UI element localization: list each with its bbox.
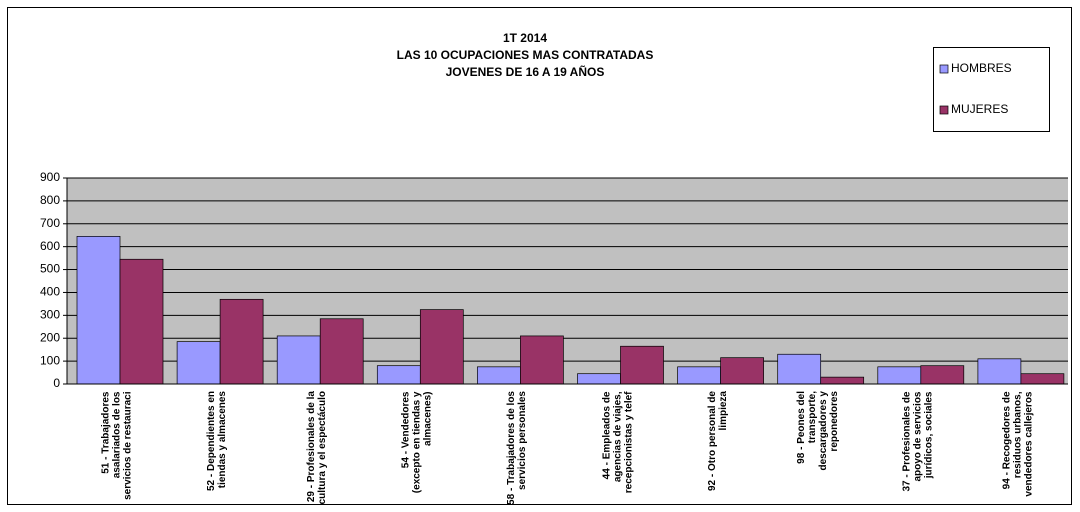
y-tick-label: 0 bbox=[53, 376, 60, 390]
bar bbox=[76, 236, 121, 385]
y-tick-label: 200 bbox=[40, 330, 60, 344]
y-tick-label: 700 bbox=[40, 216, 60, 230]
x-tick-label: 92 - Otro personal de limpieza bbox=[706, 391, 729, 492]
x-tick-label-box: 44 - Empleados de agencias de viajes, re… bbox=[568, 390, 668, 510]
bar bbox=[419, 309, 464, 385]
x-tick-label: 98 - Peones del transporte, descargadore… bbox=[795, 391, 840, 471]
bar bbox=[176, 341, 221, 385]
legend-swatch bbox=[939, 105, 949, 115]
bar bbox=[520, 335, 564, 385]
bar bbox=[977, 358, 1022, 385]
bar bbox=[920, 365, 965, 385]
x-tick-label-box: 29 - Profesionales de la cultura y el es… bbox=[267, 390, 367, 510]
chart-title: LAS 10 OCUPACIONES MAS CONTRATADAS bbox=[397, 48, 654, 62]
bar bbox=[376, 365, 421, 385]
x-tick-label-box: 98 - Peones del transporte, descargadore… bbox=[768, 390, 868, 510]
bar bbox=[620, 345, 664, 385]
x-tick-label: 54 - Vendedores (excepto en tiendas y al… bbox=[400, 391, 434, 493]
legend-label: MUJERES bbox=[951, 102, 1008, 116]
x-tick-label: 52 - Dependientes en tiendas y almacenes bbox=[206, 391, 229, 492]
bar bbox=[820, 376, 865, 385]
bar bbox=[877, 366, 922, 385]
y-tick-label: 900 bbox=[40, 170, 60, 184]
x-tick-label-box: 92 - Otro personal de limpieza bbox=[668, 390, 768, 510]
legend-label: HOMBRES bbox=[951, 61, 1012, 75]
bar bbox=[119, 258, 164, 385]
y-tick-label: 600 bbox=[40, 239, 60, 253]
y-tick-label: 500 bbox=[40, 262, 60, 276]
bar bbox=[276, 335, 321, 385]
bar bbox=[720, 357, 764, 385]
chart-title: JOVENES DE 16 A 19 AÑOS bbox=[446, 64, 605, 79]
y-tick-label: 100 bbox=[40, 353, 60, 367]
x-tick-label: 94 - Recogedores de residuos urbanos, ve… bbox=[1001, 391, 1035, 497]
x-tick-label: 29 - Profesionales de la cultura y el es… bbox=[306, 391, 329, 505]
bar bbox=[677, 366, 721, 385]
bar bbox=[577, 373, 621, 385]
y-tick-label: 800 bbox=[40, 193, 60, 207]
x-tick-label-box: 52 - Dependientes en tiendas y almacenes bbox=[167, 390, 267, 510]
x-tick-label-box: 37 - Profesionales de apoyo de servicios… bbox=[868, 390, 968, 510]
x-tick-label-box: 51 - Trabajadores asalariados de los ser… bbox=[67, 390, 167, 510]
x-tick-label: 51 - Trabajadores asalariados de los ser… bbox=[100, 391, 134, 500]
bar bbox=[1020, 373, 1065, 385]
bar bbox=[319, 318, 364, 385]
bar bbox=[777, 353, 822, 385]
x-tick-label: 37 - Profesionales de apoyo de servicios… bbox=[901, 391, 935, 492]
legend-box bbox=[933, 47, 1050, 132]
x-tick-label: 58 - Trabajadores de los servicios perso… bbox=[506, 391, 529, 505]
x-tick-label-box: 94 - Recogedores de residuos urbanos, ve… bbox=[968, 390, 1068, 510]
bar bbox=[219, 298, 264, 385]
x-tick-label: 44 - Empleados de agencias de viajes, re… bbox=[601, 391, 635, 493]
chart-title: 1T 2014 bbox=[503, 31, 547, 45]
legend-swatch bbox=[939, 64, 949, 74]
y-tick-label: 400 bbox=[40, 285, 60, 299]
x-tick-label-box: 58 - Trabajadores de los servicios perso… bbox=[467, 390, 567, 510]
bar bbox=[477, 366, 521, 385]
x-tick-label-box: 54 - Vendedores (excepto en tiendas y al… bbox=[367, 390, 467, 510]
y-tick-label: 300 bbox=[40, 308, 60, 322]
